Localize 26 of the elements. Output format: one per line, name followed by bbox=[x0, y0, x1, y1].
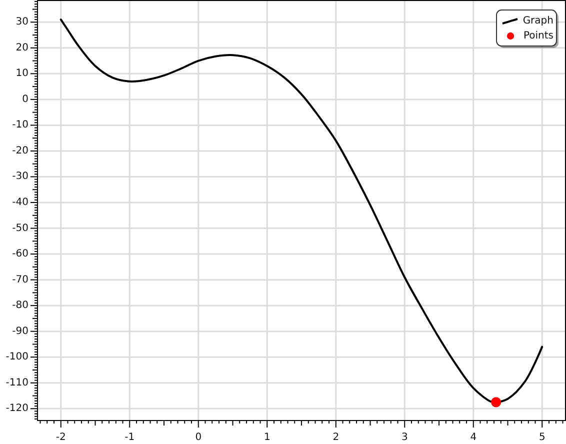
x-tick-label: -1 bbox=[124, 432, 135, 443]
legend-label: Points bbox=[523, 30, 554, 42]
y-tick-label: 0 bbox=[22, 94, 28, 105]
y-tick-label: -10 bbox=[12, 120, 28, 131]
legend-label: Graph bbox=[522, 16, 554, 26]
y-tick-label: -110 bbox=[6, 377, 28, 388]
y-tick-label: -100 bbox=[6, 352, 28, 363]
x-tick-label: 3 bbox=[401, 432, 408, 443]
y-tick-label: 10 bbox=[16, 68, 28, 80]
y-tick-label: -120 bbox=[6, 403, 28, 414]
x-tick-label: -2 bbox=[56, 432, 66, 443]
y-tick-label: -40 bbox=[12, 197, 28, 208]
x-tick-label: 1 bbox=[264, 432, 270, 443]
y-tick-label: 20 bbox=[16, 42, 28, 54]
x-tick-label: 2 bbox=[332, 432, 340, 443]
y-tick-label: -20 bbox=[12, 145, 28, 156]
x-tick-label: 4 bbox=[470, 432, 477, 443]
y-tick-label: -60 bbox=[12, 248, 28, 260]
y-tick-label: -80 bbox=[12, 300, 28, 312]
x-tick-label: 5 bbox=[538, 432, 546, 443]
y-tick-label: -70 bbox=[12, 274, 28, 286]
y-tick-label: 30 bbox=[16, 16, 28, 28]
y-tick-label: -30 bbox=[12, 171, 28, 182]
y-tick-label: -90 bbox=[12, 326, 28, 337]
y-tick-label: -50 bbox=[12, 222, 28, 234]
x-tick-label: 0 bbox=[195, 432, 202, 443]
